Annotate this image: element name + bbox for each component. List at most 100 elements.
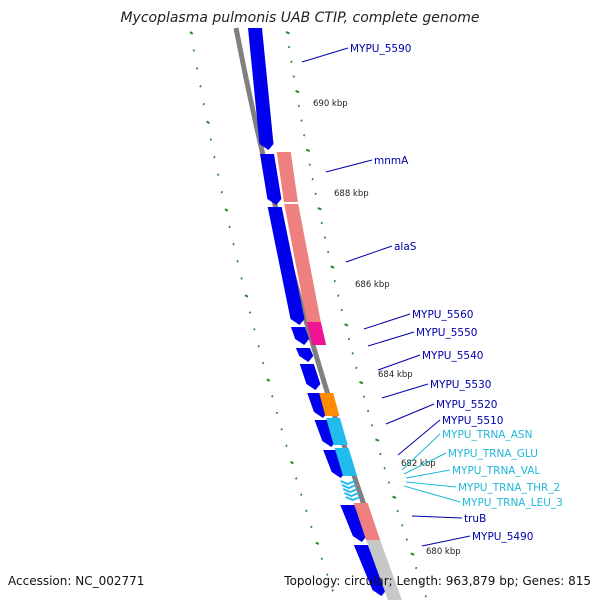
gc-dot xyxy=(199,85,202,88)
callout-line xyxy=(397,419,441,456)
tick-dot xyxy=(396,509,399,513)
callout-line xyxy=(367,331,415,347)
tick-dot xyxy=(287,45,291,49)
tick-dot xyxy=(337,294,340,297)
gc-dot xyxy=(266,378,271,382)
cds-block xyxy=(295,348,314,362)
tick-label: 682 kbp xyxy=(401,459,436,469)
gc-dot xyxy=(326,573,329,576)
MYPU_5520-block xyxy=(319,393,340,416)
cds-block xyxy=(260,154,282,205)
truB-block xyxy=(353,503,381,540)
gc-track-dots xyxy=(189,31,334,592)
MYPU_5510b-block xyxy=(334,448,358,476)
tick-dot xyxy=(303,134,306,137)
gc-dot xyxy=(305,509,308,513)
tick-dot xyxy=(347,337,351,341)
tick-dot xyxy=(311,177,314,181)
trna-chevron xyxy=(342,488,358,494)
tick-dot xyxy=(344,323,349,327)
tick-dot xyxy=(308,163,311,166)
gc-dot xyxy=(202,102,206,106)
gc-dot xyxy=(216,173,220,176)
tick-dot xyxy=(292,75,295,78)
tick-dot xyxy=(410,552,415,556)
gc-dot xyxy=(209,138,213,141)
mnmA-block xyxy=(276,152,298,202)
tick-dot xyxy=(375,438,380,442)
tick-dot xyxy=(370,424,374,427)
gene-label-mypu_5590: MYPU_5590 xyxy=(350,43,411,55)
tick-dot xyxy=(290,60,293,64)
trna-chevron xyxy=(345,496,361,502)
trna-chevron xyxy=(344,492,359,498)
tick-dot xyxy=(320,221,323,225)
gc-dot xyxy=(206,120,210,125)
gene-label-mypu_5550: MYPU_5550 xyxy=(416,327,477,339)
tick-dot xyxy=(351,352,354,355)
tick-dot xyxy=(305,148,311,152)
gc-dot xyxy=(261,361,265,365)
gc-dot xyxy=(213,155,216,159)
gene-label-mypu_trna_leu_3: MYPU_TRNA_LEU_3 xyxy=(462,497,563,509)
gc-dot xyxy=(320,557,324,561)
tick-dot xyxy=(401,524,404,527)
tick-dot xyxy=(317,207,322,211)
tick-labels: 690 kbp 688 kbp 686 kbp 684 kbp 682 kbp 680 k… xyxy=(313,99,461,557)
gc-dot xyxy=(192,49,196,52)
gene-label-mypu_5520: MYPU_5520 xyxy=(436,399,497,411)
reverse-strand-features xyxy=(248,28,387,596)
tick-dot xyxy=(327,250,330,254)
tick-dot xyxy=(424,595,427,598)
tick-dot xyxy=(362,395,366,398)
tick-dot xyxy=(340,308,343,312)
tick-dot xyxy=(415,566,418,570)
gc-dot xyxy=(310,525,313,529)
trna-chevron xyxy=(341,484,357,490)
tick-dot xyxy=(355,366,358,370)
MYPU_5510-block xyxy=(325,418,348,445)
gc-dot xyxy=(195,67,199,70)
gc-dot xyxy=(240,277,243,280)
callout-line xyxy=(403,452,447,475)
gc-dot xyxy=(275,411,279,415)
tick-dot xyxy=(297,104,300,108)
alaS-block xyxy=(284,204,321,322)
cds-block xyxy=(340,505,367,542)
gene-label-mypu_5510: MYPU_5510 xyxy=(442,415,503,427)
gc-dot xyxy=(271,395,274,398)
gc-dot xyxy=(189,31,194,35)
gc-dot xyxy=(220,190,224,194)
tick-dot xyxy=(314,192,317,196)
gc-dot xyxy=(294,477,298,480)
gene-label-mypu_5560: MYPU_5560 xyxy=(412,309,473,321)
gc-dot xyxy=(224,208,229,212)
trna-chevron xyxy=(340,480,356,486)
gc-dot xyxy=(285,444,288,448)
gc-dot xyxy=(244,294,249,298)
cds-block xyxy=(248,28,274,150)
gene-label-mypu_5490: MYPU_5490 xyxy=(472,531,533,543)
tick-label: 688 kbp xyxy=(334,189,369,199)
gene-callouts: MYPU_5590 mnmA alaS MYPU_5560 MYPU_5550 MYPU_… xyxy=(301,43,563,547)
gene-label-mypu_trna_val: MYPU_TRNA_VAL xyxy=(452,465,540,477)
tick-dot xyxy=(419,580,423,584)
tick-dot xyxy=(333,279,336,283)
tick-track-dots xyxy=(285,31,427,598)
gc-dot xyxy=(228,225,231,229)
callout-line xyxy=(421,535,471,547)
accession-label: Accession: NC_002771 xyxy=(8,574,145,588)
cds-block xyxy=(299,364,321,390)
callout-line xyxy=(405,469,451,479)
callout-line xyxy=(363,313,411,330)
gene-label-mypu_trna_glu: MYPU_TRNA_GLU xyxy=(448,448,538,460)
gc-dot xyxy=(253,328,256,331)
callout-line xyxy=(381,383,429,399)
tick-dot xyxy=(366,409,370,413)
tick-dot xyxy=(392,495,397,499)
callout-line xyxy=(301,47,349,63)
gc-dot xyxy=(257,344,260,348)
callout-line xyxy=(401,433,441,471)
callout-line xyxy=(377,354,421,371)
